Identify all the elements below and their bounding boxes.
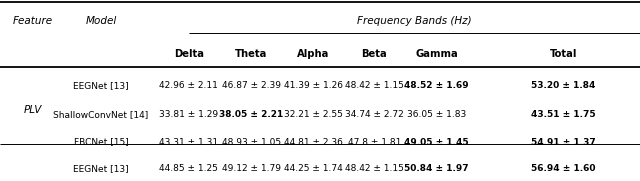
Text: PLV: PLV xyxy=(24,105,42,115)
Text: 38.05 ± 2.21: 38.05 ± 2.21 xyxy=(220,110,284,119)
Text: Beta: Beta xyxy=(362,49,387,59)
Text: 46.87 ± 2.39: 46.87 ± 2.39 xyxy=(222,81,281,90)
Text: EEGNet [13]: EEGNet [13] xyxy=(74,81,129,90)
Text: Delta: Delta xyxy=(174,49,204,59)
Text: Alpha: Alpha xyxy=(298,49,330,59)
Text: 53.20 ± 1.84: 53.20 ± 1.84 xyxy=(531,81,595,90)
Text: 32.21 ± 2.55: 32.21 ± 2.55 xyxy=(284,110,343,119)
Text: 41.39 ± 1.26: 41.39 ± 1.26 xyxy=(284,81,343,90)
Text: 49.12 ± 1.79: 49.12 ± 1.79 xyxy=(222,164,281,173)
Text: 48.52 ± 1.69: 48.52 ± 1.69 xyxy=(404,81,468,90)
Text: 36.05 ± 1.83: 36.05 ± 1.83 xyxy=(407,110,466,119)
Text: Frequency Bands (Hz): Frequency Bands (Hz) xyxy=(357,16,472,26)
Text: 44.25 ± 1.74: 44.25 ± 1.74 xyxy=(284,164,343,173)
Text: 54.91 ± 1.37: 54.91 ± 1.37 xyxy=(531,138,596,147)
Text: 33.81 ± 1.29: 33.81 ± 1.29 xyxy=(159,110,218,119)
Text: 49.05 ± 1.45: 49.05 ± 1.45 xyxy=(404,138,468,147)
Text: ShallowConvNet [14]: ShallowConvNet [14] xyxy=(54,110,148,119)
Text: 50.84 ± 1.97: 50.84 ± 1.97 xyxy=(404,164,468,173)
Text: 47.8 ± 1.81: 47.8 ± 1.81 xyxy=(348,138,401,147)
Text: 48.42 ± 1.15: 48.42 ± 1.15 xyxy=(345,164,404,173)
Text: 42.96 ± 2.11: 42.96 ± 2.11 xyxy=(159,81,218,90)
Text: 44.85 ± 1.25: 44.85 ± 1.25 xyxy=(159,164,218,173)
Text: EEGNet [13]: EEGNet [13] xyxy=(74,164,129,173)
Text: 48.93 ± 1.05: 48.93 ± 1.05 xyxy=(222,138,281,147)
Text: 44.81 ± 2.36: 44.81 ± 2.36 xyxy=(284,138,343,147)
Text: Feature: Feature xyxy=(13,16,53,26)
Text: 56.94 ± 1.60: 56.94 ± 1.60 xyxy=(531,164,595,173)
Text: 48.42 ± 1.15: 48.42 ± 1.15 xyxy=(345,81,404,90)
Text: 43.51 ± 1.75: 43.51 ± 1.75 xyxy=(531,110,595,119)
Text: Total: Total xyxy=(550,49,577,59)
Text: 43.31 ± 1.31: 43.31 ± 1.31 xyxy=(159,138,218,147)
Text: Gamma: Gamma xyxy=(415,49,458,59)
Text: FBCNet [15]: FBCNet [15] xyxy=(74,138,129,147)
Text: Model: Model xyxy=(86,16,116,26)
Text: Theta: Theta xyxy=(236,49,268,59)
Text: 34.74 ± 2.72: 34.74 ± 2.72 xyxy=(345,110,404,119)
